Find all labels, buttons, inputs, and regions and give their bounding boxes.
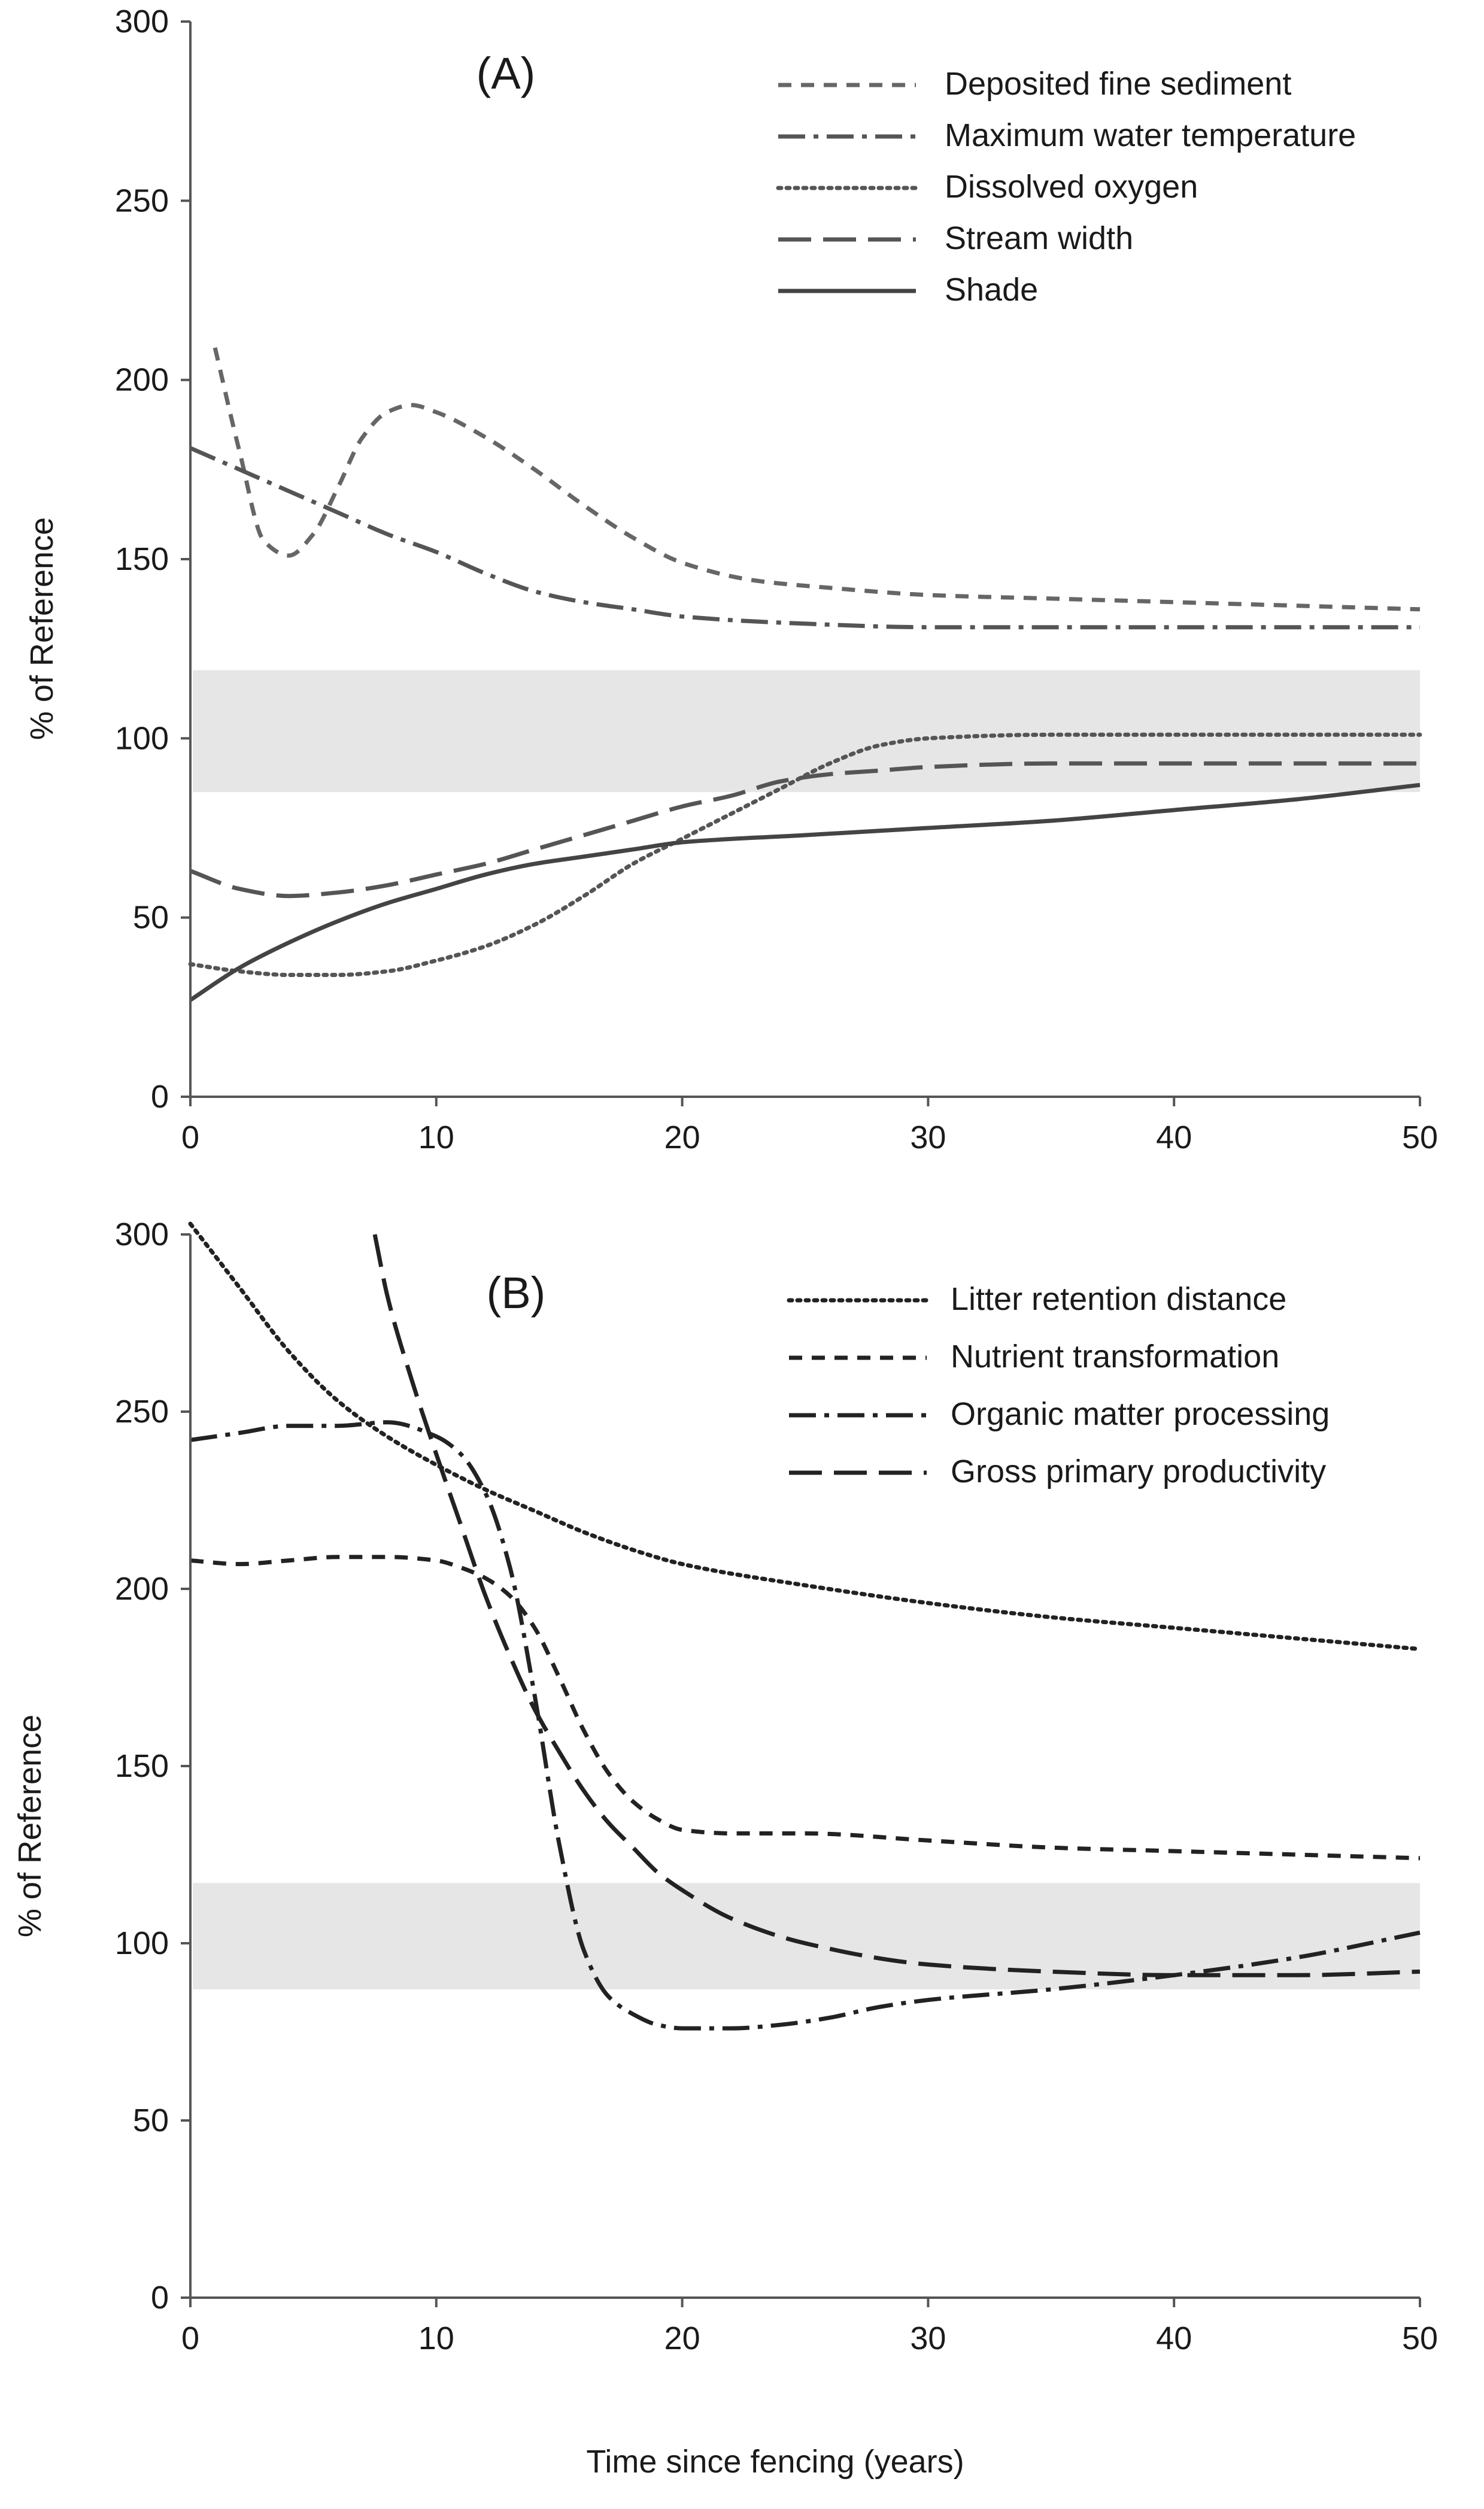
legend-entry: Dissolved oxygen	[945, 169, 1198, 205]
legend-entry: Organic matter processing	[951, 1396, 1330, 1432]
series-line	[189, 782, 1421, 1002]
x-tick-label: 40	[1156, 1120, 1192, 1155]
y-tick-label: 100	[115, 1925, 169, 1961]
x-axis-ticks: 0 10 20 30 40 50	[181, 1097, 1438, 1155]
legend-entry: Litter retention distance	[951, 1281, 1286, 1317]
x-tick-label: 10	[418, 1120, 454, 1155]
y-tick-label: 150	[115, 1748, 169, 1784]
series-line	[188, 1221, 1422, 1652]
series-group	[188, 1221, 1422, 2031]
x-tick-label: 20	[664, 1120, 700, 1155]
x-tick-label: 20	[664, 2320, 700, 2356]
panel-a-chart: 0 10 20 30 40 50 0 50 100 150 200 250 300 % of Refe…	[24, 4, 1438, 1155]
y-axis-ticks: 0 50 100 150 200 250 300	[115, 1216, 190, 2316]
y-tick-label: 50	[133, 2103, 169, 2138]
series-line	[213, 347, 1421, 612]
y-tick-label: 300	[115, 1216, 169, 1252]
x-tick-label: 10	[418, 2320, 454, 2356]
x-tick-label: 0	[181, 1120, 199, 1155]
x-tick-label: 30	[910, 1120, 946, 1155]
y-tick-label: 250	[115, 1394, 169, 1430]
x-tick-label: 50	[1402, 1120, 1438, 1155]
series-line	[372, 1234, 1421, 1977]
legend: Deposited fine sediment Maximum water tem…	[776, 66, 1356, 308]
x-tick-label: 0	[181, 2320, 199, 2356]
y-tick-label: 200	[115, 362, 169, 398]
x-tick-label: 30	[910, 2320, 946, 2356]
y-axis-ticks: 0 50 100 150 200 250 300	[115, 4, 190, 1115]
x-tick-label: 40	[1156, 2320, 1192, 2356]
reference-band	[193, 670, 1420, 793]
legend-entry: Maximum water temperature	[945, 117, 1356, 153]
y-axis-label: % of Reference	[24, 517, 60, 740]
legend-entry: Shade	[945, 272, 1038, 308]
y-tick-label: 300	[115, 4, 169, 40]
legend-entry: Nutrient transformation	[951, 1339, 1279, 1375]
series-line	[190, 1555, 1421, 1861]
x-tick-label: 50	[1402, 2320, 1438, 2356]
series-group	[188, 347, 1422, 1002]
y-tick-label: 50	[133, 900, 169, 936]
series-line	[190, 1420, 1421, 2031]
series-line	[189, 446, 1420, 630]
legend: Litter retention distance Nutrient transf…	[787, 1281, 1330, 1489]
y-axis-label: % of Reference	[12, 1715, 48, 1937]
panel-label: (B)	[487, 1268, 546, 1318]
y-tick-label: 0	[151, 2280, 169, 2316]
x-axis-label: Time since fencing (years)	[586, 2444, 964, 2480]
y-tick-label: 100	[115, 720, 169, 756]
y-tick-label: 150	[115, 541, 169, 577]
series-line	[189, 761, 1421, 899]
panel-label: (A)	[477, 48, 536, 98]
y-tick-label: 0	[151, 1079, 169, 1115]
y-tick-label: 250	[115, 183, 169, 219]
series-line	[188, 732, 1422, 978]
x-axis-ticks: 0 10 20 30 40 50	[181, 2298, 1438, 2356]
y-tick-label: 200	[115, 1571, 169, 1607]
legend-entry: Gross primary productivity	[951, 1454, 1326, 1489]
legend-entry: Stream width	[945, 220, 1133, 256]
legend-entry: Deposited fine sediment	[945, 66, 1291, 102]
panel-b-chart: 0 10 20 30 40 50 0 50 100 150 200 250 300 % of Refe…	[12, 1216, 1438, 2356]
